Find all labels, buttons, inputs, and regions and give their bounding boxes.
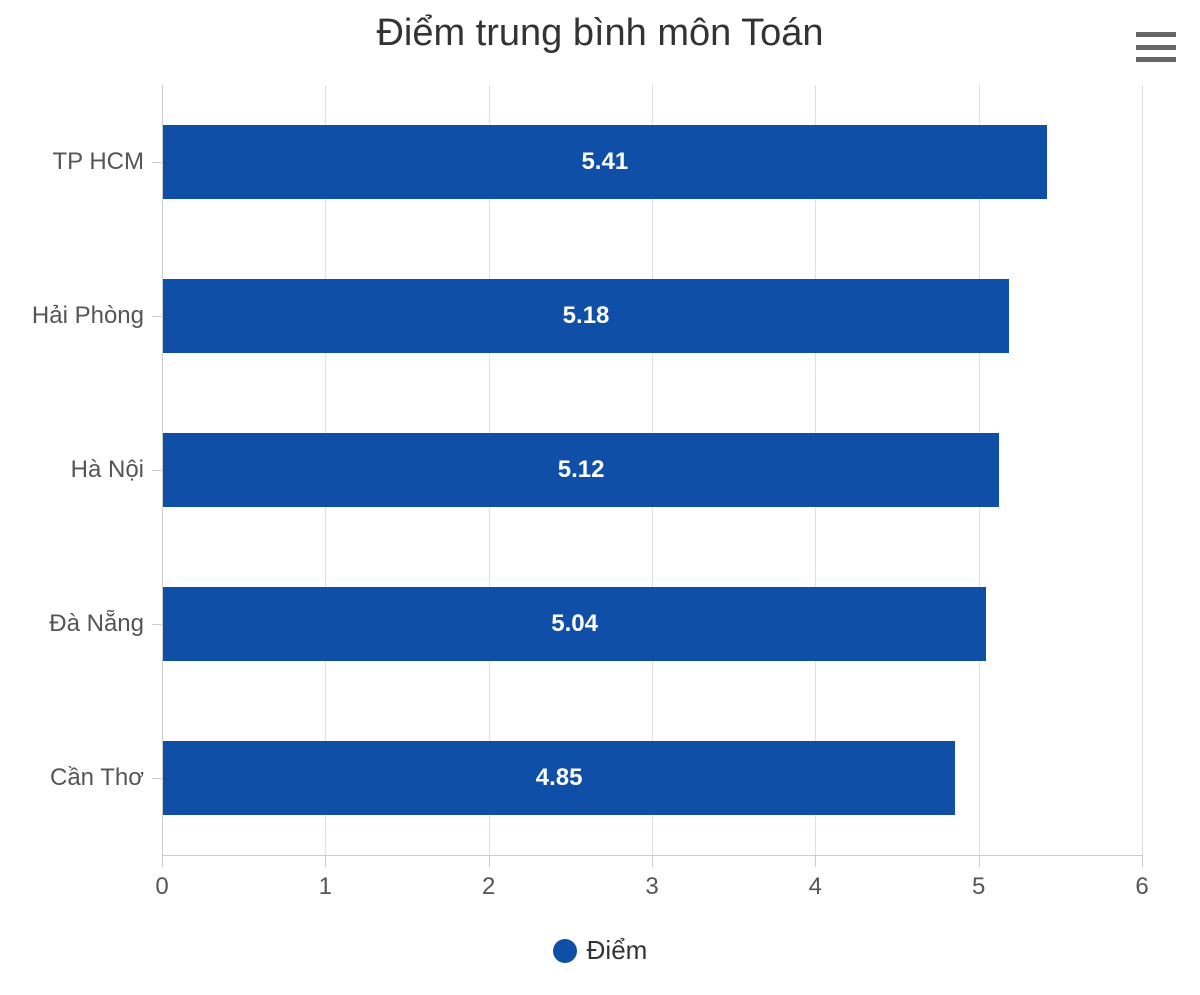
- bar-value-label: 5.18: [563, 302, 610, 330]
- bar-value-label: 5.41: [581, 148, 628, 176]
- bar-value-label: 5.12: [558, 456, 605, 484]
- bar-value-label: 5.04: [551, 610, 598, 638]
- x-tick: [325, 855, 326, 867]
- hamburger-menu-icon[interactable]: [1136, 32, 1176, 62]
- bar-value-label: 4.85: [536, 764, 583, 792]
- y-tick: [152, 624, 162, 625]
- x-tick-label: 5: [972, 873, 985, 901]
- x-axis-line: [162, 855, 1142, 856]
- x-tick-label: 6: [1135, 873, 1148, 901]
- y-tick: [152, 470, 162, 471]
- y-tick-label: Hà Nội: [12, 456, 144, 484]
- chart-container: Điểm trung bình môn Toán 0123456TP HCM5.…: [0, 0, 1200, 995]
- legend-item[interactable]: Điểm: [553, 935, 648, 966]
- bar[interactable]: 4.85: [163, 741, 955, 815]
- x-tick: [1142, 855, 1143, 867]
- x-tick: [815, 855, 816, 867]
- gridline: [1142, 85, 1143, 855]
- y-tick: [152, 316, 162, 317]
- bar[interactable]: 5.18: [163, 279, 1009, 353]
- legend-marker-circle-icon: [553, 939, 577, 963]
- legend: Điểm: [0, 935, 1200, 968]
- x-tick: [489, 855, 490, 867]
- menu-bar: [1136, 57, 1176, 62]
- chart-title: Điểm trung bình môn Toán: [0, 12, 1200, 55]
- x-tick-label: 4: [809, 873, 822, 901]
- y-tick: [152, 162, 162, 163]
- menu-bar: [1136, 45, 1176, 50]
- menu-bar: [1136, 32, 1176, 37]
- x-tick: [979, 855, 980, 867]
- y-tick-label: Hải Phòng: [12, 302, 144, 330]
- y-tick: [152, 778, 162, 779]
- x-tick: [162, 855, 163, 867]
- y-tick-label: Cần Thơ: [12, 764, 144, 792]
- bar[interactable]: 5.04: [163, 587, 986, 661]
- bar[interactable]: 5.41: [163, 125, 1047, 199]
- legend-label: Điểm: [587, 935, 648, 966]
- plot-area: 0123456TP HCM5.41Hải Phòng5.18Hà Nội5.12…: [162, 85, 1142, 855]
- x-tick-label: 1: [319, 873, 332, 901]
- x-tick-label: 3: [645, 873, 658, 901]
- y-tick-label: Đà Nẵng: [12, 610, 144, 638]
- bar[interactable]: 5.12: [163, 433, 999, 507]
- x-tick: [652, 855, 653, 867]
- x-tick-label: 2: [482, 873, 495, 901]
- x-tick-label: 0: [155, 873, 168, 901]
- y-tick-label: TP HCM: [12, 148, 144, 176]
